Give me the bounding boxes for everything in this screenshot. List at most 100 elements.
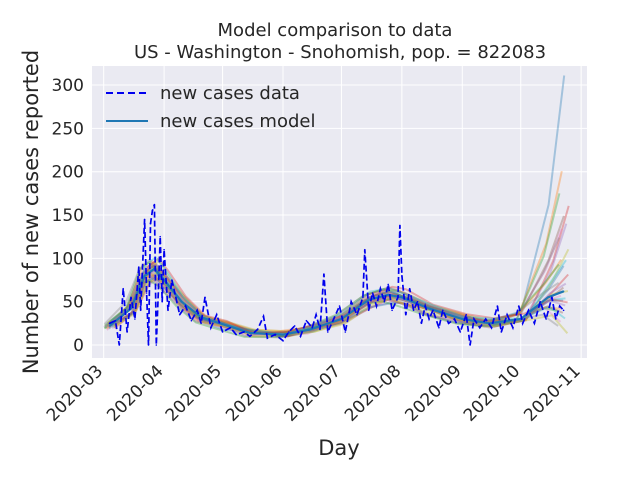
point-data-32 — [229, 326, 232, 329]
chart-title-line-1: Model comparison to data — [218, 20, 453, 41]
y-axis-ticks: 0 50 100 150 200 250 300 — [52, 76, 84, 356]
point-data-63 — [391, 309, 393, 312]
point-data-16 — [157, 292, 160, 294]
point-data-62 — [387, 283, 390, 286]
point-data-20 — [167, 309, 169, 312]
point-data-42 — [293, 325, 296, 327]
point-data-12 — [149, 222, 152, 225]
legend-label-data: new cases data — [160, 83, 300, 104]
x-tick-label-1: 2020-04 — [103, 361, 167, 425]
point-data-31 — [221, 331, 224, 333]
ensemble-line-10 — [109, 265, 565, 338]
point-data-14 — [153, 203, 156, 206]
ensemble-line-28 — [112, 278, 569, 338]
point-data-90 — [518, 305, 520, 307]
point-data-15 — [155, 344, 158, 346]
point-data-30 — [215, 313, 218, 316]
point-data-24 — [184, 305, 187, 307]
point-data-73 — [428, 318, 430, 320]
point-data-51 — [338, 305, 341, 307]
point-data-47 — [319, 328, 321, 331]
point-data-96 — [551, 296, 553, 299]
point-model-7 — [221, 323, 224, 326]
x-tick-label-4: 2020-07 — [281, 361, 345, 425]
point-data-60 — [379, 287, 382, 290]
ensemble-line-9 — [111, 259, 567, 335]
point-data-22 — [175, 296, 177, 299]
x-tick-label-5: 2020-08 — [341, 361, 405, 425]
point-data-71 — [420, 322, 423, 325]
point-data-40 — [282, 339, 284, 342]
series-layer — [108, 203, 565, 346]
point-model-19 — [547, 296, 549, 299]
point-data-19 — [163, 248, 165, 251]
point-data-21 — [171, 279, 173, 281]
legend: new cases data new cases model — [106, 83, 315, 132]
point-data-65 — [399, 224, 401, 227]
point-data-85 — [490, 326, 493, 329]
point-data-57 — [367, 309, 370, 312]
point-data-5 — [130, 296, 132, 299]
x-tick-label-3: 2020-06 — [222, 361, 286, 425]
point-model-20 — [562, 290, 565, 293]
x-tick-label-2: 2020-05 — [162, 361, 226, 425]
x-tick-label-0: 2020-03 — [43, 361, 107, 425]
point-data-34 — [243, 331, 245, 333]
point-data-89 — [512, 326, 514, 329]
point-data-79 — [459, 331, 462, 333]
point-data-23 — [178, 313, 181, 316]
y-axis-label: Number of new cases reported — [19, 50, 43, 374]
y-tick-label-1: 50 — [62, 293, 84, 313]
point-data-80 — [465, 313, 468, 316]
point-data-27 — [200, 322, 202, 325]
point-data-0 — [108, 322, 111, 325]
point-data-72 — [424, 305, 427, 307]
point-data-7 — [138, 266, 140, 268]
y-tick-label-5: 250 — [52, 119, 84, 139]
point-data-53 — [350, 300, 353, 303]
point-model-14 — [401, 296, 403, 299]
point-data-29 — [210, 326, 212, 329]
point-data-4 — [126, 331, 128, 333]
point-data-44 — [305, 319, 308, 322]
point-data-59 — [375, 305, 378, 307]
point-data-84 — [484, 318, 487, 320]
point-data-61 — [383, 300, 386, 303]
point-data-39 — [274, 333, 277, 336]
point-data-33 — [235, 333, 237, 336]
y-tick-label-0: 0 — [73, 336, 84, 356]
point-data-92 — [527, 309, 530, 312]
point-data-95 — [545, 318, 547, 320]
point-data-75 — [438, 326, 440, 329]
point-data-88 — [506, 313, 508, 316]
point-data-11 — [147, 344, 150, 346]
point-data-8 — [139, 309, 142, 312]
ensemble-line-23 — [112, 257, 568, 335]
point-data-77 — [447, 322, 450, 325]
point-data-48 — [323, 273, 325, 275]
point-data-58 — [371, 292, 374, 294]
point-data-55 — [362, 296, 364, 299]
x-tick-label-6: 2020-09 — [401, 361, 465, 425]
point-model-12 — [367, 299, 370, 301]
y-tick-label-4: 200 — [52, 163, 84, 183]
point-data-83 — [479, 326, 481, 329]
point-model-0 — [108, 325, 111, 327]
point-data-70 — [416, 300, 419, 303]
point-model-10 — [309, 328, 312, 331]
point-data-87 — [500, 331, 503, 333]
point-model-16 — [461, 318, 464, 320]
point-model-2 — [143, 274, 146, 277]
point-data-97 — [555, 318, 557, 320]
chart-title-line-2: US - Washington - Snohomish, pop. = 8220… — [134, 42, 546, 63]
point-data-86 — [496, 305, 499, 307]
legend-label-model: new cases model — [160, 111, 315, 132]
point-data-74 — [432, 309, 434, 312]
point-data-78 — [453, 318, 456, 320]
x-axis-label: Day — [318, 436, 359, 460]
series-line-data — [109, 204, 565, 346]
point-data-52 — [344, 331, 347, 333]
point-data-9 — [143, 218, 146, 221]
